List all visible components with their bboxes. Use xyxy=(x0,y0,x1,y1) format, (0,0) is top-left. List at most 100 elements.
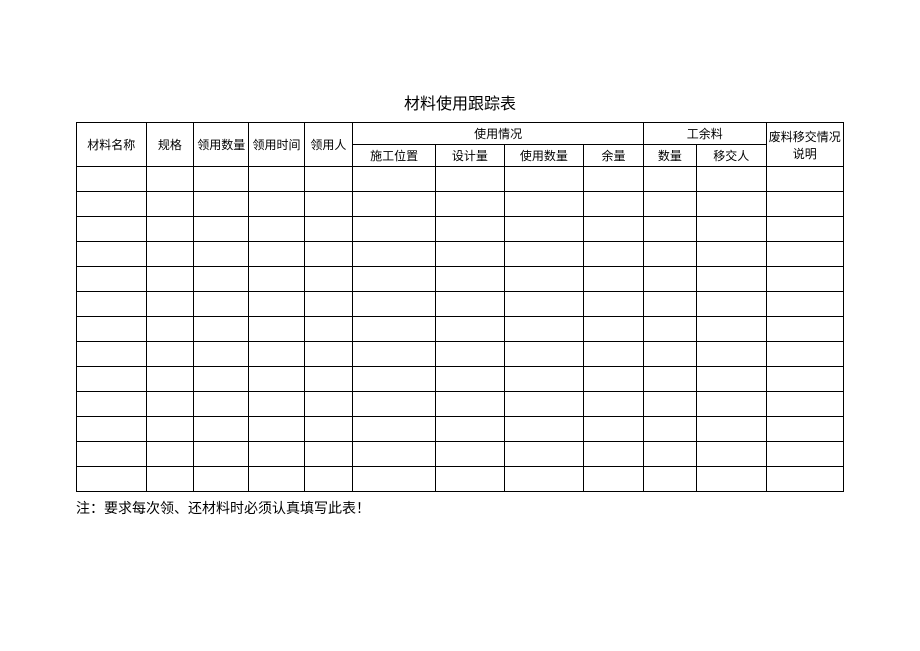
table-cell xyxy=(643,317,696,342)
table-cell xyxy=(584,367,644,392)
table-cell xyxy=(696,217,766,242)
table-cell xyxy=(436,367,505,392)
table-cell xyxy=(304,442,353,467)
table-cell xyxy=(436,167,505,192)
header-borrower: 领用人 xyxy=(304,123,353,167)
table-cell xyxy=(146,442,194,467)
table-cell xyxy=(436,217,505,242)
table-cell xyxy=(436,292,505,317)
table-cell xyxy=(504,192,584,217)
header-waste-note: 废料移交情况说明 xyxy=(766,123,843,167)
header-leftover-group: 工余料 xyxy=(643,123,766,145)
table-cell xyxy=(504,267,584,292)
table-cell xyxy=(194,342,249,367)
table-row xyxy=(77,192,844,217)
header-handover-person: 移交人 xyxy=(696,145,766,167)
table-cell xyxy=(146,342,194,367)
table-cell xyxy=(194,392,249,417)
table-cell xyxy=(146,242,194,267)
table-cell xyxy=(696,167,766,192)
table-cell xyxy=(304,267,353,292)
table-cell xyxy=(353,467,436,492)
table-cell xyxy=(353,167,436,192)
table-cell xyxy=(504,217,584,242)
table-row xyxy=(77,292,844,317)
table-cell xyxy=(766,392,843,417)
header-remaining: 余量 xyxy=(584,145,644,167)
table-cell xyxy=(146,467,194,492)
table-cell xyxy=(766,267,843,292)
table-cell xyxy=(504,392,584,417)
table-cell xyxy=(696,292,766,317)
table-cell xyxy=(77,242,147,267)
table-row xyxy=(77,342,844,367)
table-cell xyxy=(194,217,249,242)
table-cell xyxy=(304,367,353,392)
table-cell xyxy=(304,392,353,417)
table-row xyxy=(77,217,844,242)
table-cell xyxy=(584,317,644,342)
table-row xyxy=(77,267,844,292)
table-cell xyxy=(249,192,304,217)
table-cell xyxy=(249,417,304,442)
material-tracking-table: 材料名称 规格 领用数量 领用时间 领用人 使用情况 工余料 废料移交情况说明 … xyxy=(76,122,844,492)
table-cell xyxy=(194,467,249,492)
table-cell xyxy=(643,467,696,492)
header-use-qty: 使用数量 xyxy=(504,145,584,167)
header-borrow-time: 领用时间 xyxy=(249,123,304,167)
table-row xyxy=(77,317,844,342)
table-cell xyxy=(77,417,147,442)
table-cell xyxy=(766,242,843,267)
table-cell xyxy=(77,217,147,242)
table-cell xyxy=(643,292,696,317)
table-cell xyxy=(584,292,644,317)
table-cell xyxy=(146,217,194,242)
table-cell xyxy=(766,317,843,342)
table-cell xyxy=(194,192,249,217)
header-construction-pos: 施工位置 xyxy=(353,145,436,167)
table-cell xyxy=(304,317,353,342)
table-cell xyxy=(696,342,766,367)
table-cell xyxy=(77,342,147,367)
table-row xyxy=(77,167,844,192)
table-cell xyxy=(766,167,843,192)
table-row xyxy=(77,367,844,392)
table-cell xyxy=(584,217,644,242)
table-cell xyxy=(249,242,304,267)
table-cell xyxy=(304,217,353,242)
table-cell xyxy=(696,367,766,392)
table-cell xyxy=(353,217,436,242)
table-cell xyxy=(77,442,147,467)
table-cell xyxy=(194,267,249,292)
table-cell xyxy=(643,342,696,367)
table-cell xyxy=(249,217,304,242)
table-cell xyxy=(436,342,505,367)
table-cell xyxy=(696,192,766,217)
header-usage-group: 使用情况 xyxy=(353,123,644,145)
table-cell xyxy=(249,292,304,317)
table-cell xyxy=(353,242,436,267)
table-cell xyxy=(643,217,696,242)
table-cell xyxy=(696,317,766,342)
table-cell xyxy=(504,467,584,492)
table-cell xyxy=(146,292,194,317)
table-cell xyxy=(436,417,505,442)
table-cell xyxy=(77,192,147,217)
table-row xyxy=(77,392,844,417)
table-cell xyxy=(77,467,147,492)
table-cell xyxy=(304,192,353,217)
table-cell xyxy=(194,417,249,442)
table-cell xyxy=(194,242,249,267)
table-cell xyxy=(766,217,843,242)
table-cell xyxy=(504,242,584,267)
table-cell xyxy=(643,442,696,467)
table-cell xyxy=(353,292,436,317)
table-cell xyxy=(436,317,505,342)
table-cell xyxy=(766,192,843,217)
table-cell xyxy=(696,442,766,467)
header-borrow-qty: 领用数量 xyxy=(194,123,249,167)
table-cell xyxy=(353,192,436,217)
table-cell xyxy=(194,367,249,392)
table-cell xyxy=(643,417,696,442)
table-cell xyxy=(146,167,194,192)
